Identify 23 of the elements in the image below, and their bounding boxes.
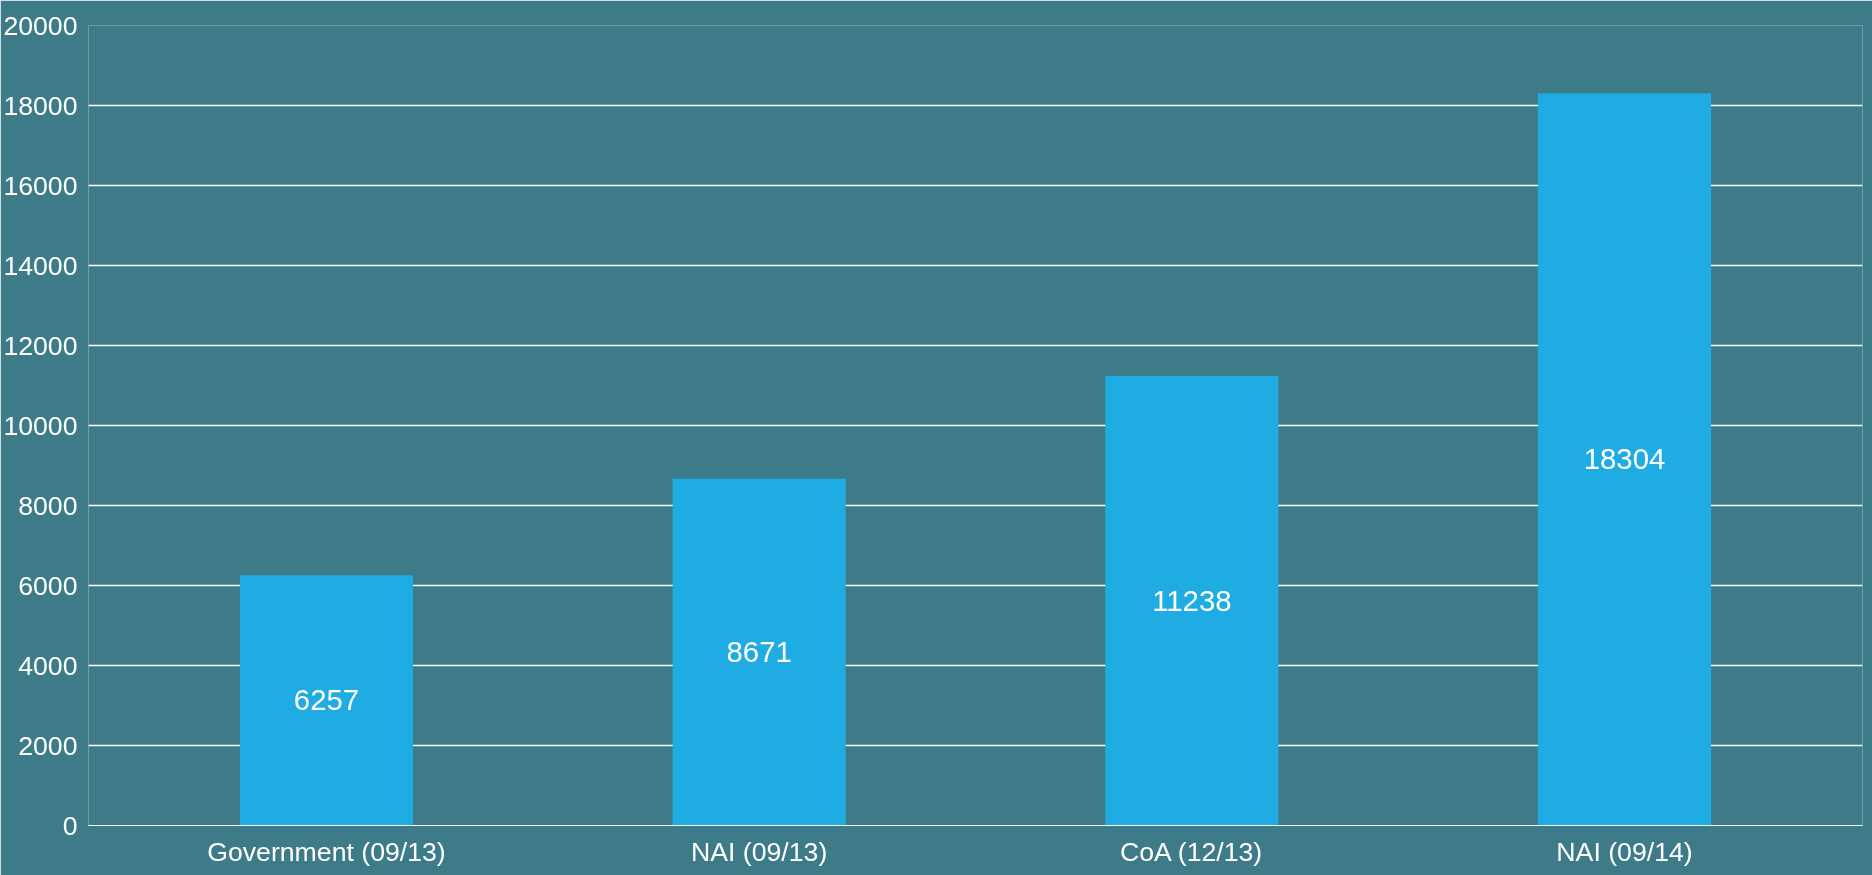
- bar: [239, 575, 414, 826]
- y-tick-label: 16000: [3, 170, 78, 201]
- data-label: 6257: [293, 683, 360, 717]
- y-tick-label: 20000: [3, 10, 78, 41]
- y-tick-label: 14000: [3, 250, 78, 281]
- x-tick-label: Government (09/13): [207, 836, 446, 867]
- y-tick-label: 10000: [3, 410, 78, 441]
- x-tick-label: NAI (09/14): [1556, 836, 1693, 867]
- x-tick-label: NAI (09/13): [691, 836, 828, 867]
- x-tick-label: CoA (12/13): [1119, 836, 1263, 867]
- data-label: 11238: [1152, 583, 1232, 617]
- y-tick-label: 18000: [3, 90, 78, 121]
- y-tick-label: 4000: [18, 650, 78, 681]
- y-tick-label: 6000: [18, 570, 78, 601]
- y-tick-label: 2000: [18, 730, 78, 761]
- data-label: 8671: [726, 635, 792, 669]
- y-tick-label: 12000: [3, 330, 78, 361]
- y-tick-label: 0: [62, 810, 78, 841]
- bar: [1537, 93, 1712, 826]
- data-label: 18304: [1583, 442, 1666, 476]
- bar: [672, 478, 846, 826]
- y-tick-label: 8000: [18, 490, 78, 521]
- bar: [1105, 375, 1279, 826]
